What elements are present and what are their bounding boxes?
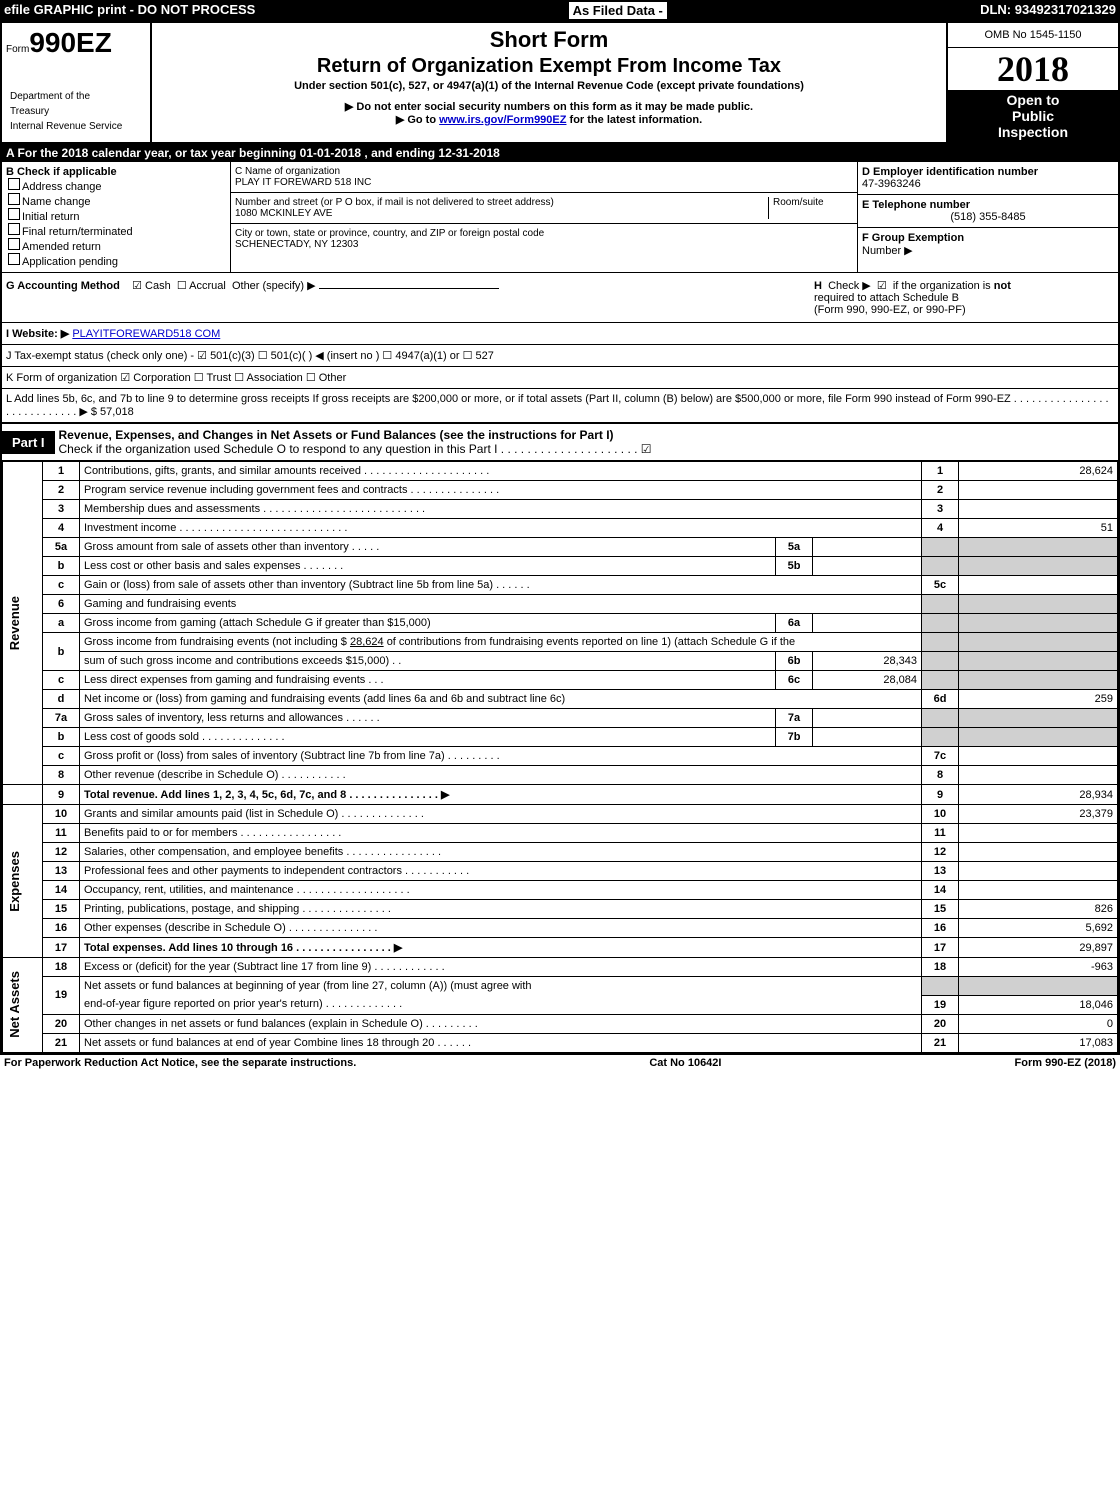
warning-ssn: ▶ Do not enter social security numbers o… bbox=[156, 100, 942, 113]
website-link[interactable]: PLAYITFOREWARD518 COM bbox=[72, 328, 220, 340]
d-ein-label: D Employer identification number bbox=[862, 166, 1114, 178]
cat-no: Cat No 10642I bbox=[649, 1057, 721, 1069]
section-l-gross-receipts: L Add lines 5b, 6c, and 7b to line 9 to … bbox=[2, 389, 1118, 424]
dept-line3: Internal Revenue Service bbox=[6, 119, 146, 134]
paperwork-notice: For Paperwork Reduction Act Notice, see … bbox=[4, 1057, 356, 1069]
form-header: Form990EZ Department of the Treasury Int… bbox=[2, 23, 1118, 144]
page-footer: For Paperwork Reduction Act Notice, see … bbox=[0, 1055, 1120, 1071]
tax-year: 2018 bbox=[948, 48, 1118, 90]
revenue-vlabel: Revenue bbox=[7, 596, 31, 650]
chk-pending[interactable] bbox=[8, 253, 20, 265]
section-k-org-form: K Form of organization ☑ Corporation ☐ T… bbox=[2, 367, 1118, 389]
f-group-label: F Group Exemption bbox=[862, 232, 964, 244]
form-number: 990EZ bbox=[29, 27, 112, 58]
main-title: Return of Organization Exempt From Incom… bbox=[156, 55, 942, 78]
g-label: G Accounting Method bbox=[6, 280, 120, 292]
part-1-title: Revenue, Expenses, and Changes in Net As… bbox=[59, 428, 614, 442]
h-check-line3: (Form 990, 990-EZ, or 990-PF) bbox=[814, 304, 1114, 316]
part-1-table: Revenue 1Contributions, gifts, grants, a… bbox=[2, 461, 1118, 1053]
inspection: Inspection bbox=[950, 124, 1116, 140]
part-1-sub: Check if the organization used Schedule … bbox=[59, 442, 652, 456]
efile-label: efile GRAPHIC print - DO NOT PROCESS bbox=[4, 2, 255, 19]
addr-label: Number and street (or P O box, if mail i… bbox=[235, 197, 768, 208]
dept-line2: Treasury bbox=[6, 104, 146, 119]
chk-initial[interactable] bbox=[8, 208, 20, 220]
addr-value: 1080 MCKINLEY AVE bbox=[235, 208, 768, 219]
goto-link: ▶ Go to www.irs.gov/Form990EZ for the la… bbox=[156, 113, 942, 126]
dln-label: DLN: 93492317021329 bbox=[980, 2, 1116, 19]
netassets-vlabel: Net Assets bbox=[7, 971, 31, 1038]
top-black-bar: efile GRAPHIC print - DO NOT PROCESS As … bbox=[0, 0, 1120, 21]
section-g-h: G Accounting Method ☑ Cash ☐ Accrual Oth… bbox=[2, 273, 1118, 323]
c-name-label: C Name of organization bbox=[235, 166, 853, 177]
dept-line1: Department of the bbox=[6, 89, 146, 104]
open-to: Open to bbox=[950, 92, 1116, 108]
h-check-line2: required to attach Schedule B bbox=[814, 292, 1114, 304]
subtitle: Under section 501(c), 527, or 4947(a)(1)… bbox=[156, 80, 942, 92]
chk-final[interactable] bbox=[8, 223, 20, 235]
accrual-check: ☐ Accrual bbox=[177, 280, 226, 292]
form-word: Form bbox=[6, 44, 29, 55]
h-check-line1: H Check ▶ ☑ if the organization is not bbox=[814, 279, 1114, 292]
section-bcdef: B Check if applicable Address change Nam… bbox=[2, 162, 1118, 273]
chk-name[interactable] bbox=[8, 193, 20, 205]
part-1-header: Part I Revenue, Expenses, and Changes in… bbox=[2, 424, 1118, 461]
form-990ez-page: efile GRAPHIC print - DO NOT PROCESS As … bbox=[0, 0, 1120, 1071]
short-form-title: Short Form bbox=[156, 27, 942, 53]
other-specify: Other (specify) ▶ bbox=[232, 280, 316, 292]
org-name: PLAY IT FOREWARD 518 INC bbox=[235, 177, 853, 188]
as-filed-label: As Filed Data - bbox=[569, 2, 667, 19]
public: Public bbox=[950, 108, 1116, 124]
form-ref: Form 990-EZ (2018) bbox=[1015, 1057, 1116, 1069]
chk-amended[interactable] bbox=[8, 238, 20, 250]
chk-address[interactable] bbox=[8, 178, 20, 190]
section-i-website: I Website: ▶ PLAYITFOREWARD518 COM bbox=[2, 323, 1118, 345]
line-a-period: A For the 2018 calendar year, or tax yea… bbox=[2, 144, 1118, 162]
cash-check: ☑ Cash bbox=[132, 280, 171, 292]
part-1-label: Part I bbox=[2, 431, 55, 454]
expenses-vlabel: Expenses bbox=[7, 851, 31, 912]
b-label: B Check if applicable bbox=[6, 166, 226, 178]
e-phone-label: E Telephone number bbox=[862, 199, 1114, 211]
room-suite-label: Room/suite bbox=[768, 197, 853, 219]
irs-link[interactable]: www.irs.gov/Form990EZ bbox=[439, 114, 566, 126]
city-label: City or town, state or province, country… bbox=[235, 228, 853, 239]
ein-value: 47-3963246 bbox=[862, 178, 1114, 190]
section-j-tax-status: J Tax-exempt status (check only one) - ☑… bbox=[2, 345, 1118, 367]
phone-value: (518) 355-8485 bbox=[862, 211, 1114, 223]
city-value: SCHENECTADY, NY 12303 bbox=[235, 239, 853, 250]
omb-number: OMB No 1545-1150 bbox=[948, 23, 1118, 48]
f-group-number: Number ▶ bbox=[862, 245, 913, 257]
